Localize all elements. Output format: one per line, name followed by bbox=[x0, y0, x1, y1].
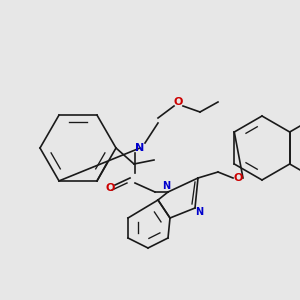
Text: O: O bbox=[105, 183, 115, 193]
Text: N: N bbox=[162, 181, 170, 191]
Text: N: N bbox=[195, 207, 203, 217]
Text: N: N bbox=[135, 143, 145, 153]
Text: O: O bbox=[233, 173, 243, 183]
Text: O: O bbox=[173, 97, 183, 107]
